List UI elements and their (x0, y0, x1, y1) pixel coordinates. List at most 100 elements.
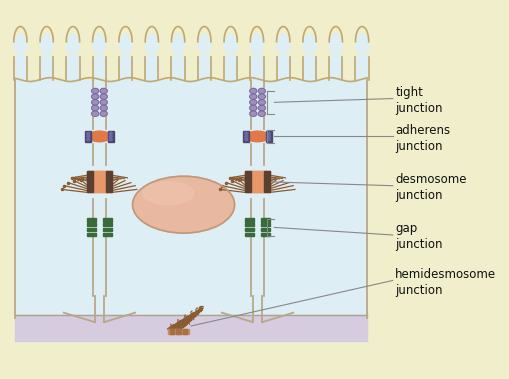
Bar (243, 131, 249, 142)
Polygon shape (250, 34, 263, 57)
Polygon shape (276, 34, 289, 57)
Polygon shape (66, 57, 79, 80)
Polygon shape (250, 57, 263, 80)
Bar (261, 233, 270, 236)
Bar (244, 223, 253, 226)
Bar (87, 223, 96, 226)
Circle shape (267, 132, 270, 135)
Bar (87, 218, 96, 221)
Circle shape (109, 135, 112, 138)
Bar (87, 171, 112, 193)
Polygon shape (197, 34, 211, 57)
Circle shape (87, 138, 90, 141)
Polygon shape (355, 57, 368, 80)
Circle shape (109, 138, 112, 141)
Text: gap
junction: gap junction (394, 222, 442, 251)
Bar (244, 233, 253, 236)
Bar (261, 218, 270, 221)
Bar (168, 329, 188, 334)
Polygon shape (328, 57, 342, 80)
Ellipse shape (88, 131, 111, 142)
Polygon shape (197, 57, 211, 80)
Polygon shape (14, 57, 27, 80)
Circle shape (92, 111, 99, 116)
Circle shape (249, 111, 257, 116)
Circle shape (258, 88, 265, 94)
Polygon shape (276, 57, 289, 80)
Circle shape (258, 111, 265, 116)
Polygon shape (93, 34, 106, 57)
Bar (106, 171, 112, 193)
Bar (87, 228, 96, 231)
Circle shape (244, 138, 247, 141)
Polygon shape (93, 57, 106, 80)
Polygon shape (40, 34, 53, 57)
Circle shape (100, 88, 107, 94)
Bar (103, 218, 112, 221)
Polygon shape (15, 315, 366, 341)
Circle shape (109, 132, 112, 135)
Polygon shape (223, 34, 237, 57)
Bar (170, 329, 174, 334)
Polygon shape (223, 57, 237, 80)
Polygon shape (119, 57, 132, 80)
Text: tight
junction: tight junction (394, 86, 442, 115)
Bar (250, 171, 264, 193)
Bar (103, 223, 112, 226)
Circle shape (92, 94, 99, 99)
Text: hemidesmosome
junction: hemidesmosome junction (394, 268, 495, 297)
Circle shape (249, 94, 257, 99)
Bar (85, 131, 91, 142)
Bar (244, 218, 253, 221)
Bar (182, 329, 186, 334)
Circle shape (100, 111, 107, 116)
Circle shape (87, 135, 90, 138)
Bar (264, 171, 270, 193)
Circle shape (249, 105, 257, 111)
Circle shape (249, 88, 257, 94)
Circle shape (100, 100, 107, 105)
Circle shape (267, 135, 270, 138)
Circle shape (258, 105, 265, 111)
Circle shape (92, 105, 99, 111)
Polygon shape (40, 57, 53, 80)
Bar (103, 228, 112, 231)
Circle shape (100, 105, 107, 111)
Circle shape (92, 88, 99, 94)
Polygon shape (171, 34, 184, 57)
Polygon shape (302, 57, 316, 80)
Bar (103, 233, 112, 236)
Polygon shape (66, 34, 79, 57)
Bar (176, 329, 180, 334)
Polygon shape (328, 34, 342, 57)
Polygon shape (119, 34, 132, 57)
Ellipse shape (143, 182, 193, 205)
Polygon shape (145, 57, 158, 80)
Circle shape (92, 100, 99, 105)
Bar (261, 223, 270, 226)
Polygon shape (355, 34, 368, 57)
Bar (87, 171, 93, 193)
Bar (244, 228, 253, 231)
Polygon shape (171, 57, 184, 80)
Circle shape (258, 94, 265, 99)
Ellipse shape (132, 176, 234, 233)
Bar (244, 171, 270, 193)
Polygon shape (145, 34, 158, 57)
Circle shape (258, 100, 265, 105)
Circle shape (87, 132, 90, 135)
Text: desmosome
junction: desmosome junction (394, 173, 466, 202)
Bar (261, 228, 270, 231)
Bar (265, 131, 271, 142)
Circle shape (267, 138, 270, 141)
Circle shape (249, 100, 257, 105)
Bar (244, 171, 250, 193)
Polygon shape (302, 34, 316, 57)
Bar (93, 171, 106, 193)
Bar (107, 131, 114, 142)
Circle shape (244, 132, 247, 135)
Text: adherens
junction: adherens junction (394, 124, 449, 153)
Ellipse shape (246, 131, 269, 142)
Polygon shape (15, 80, 366, 341)
Circle shape (100, 94, 107, 99)
